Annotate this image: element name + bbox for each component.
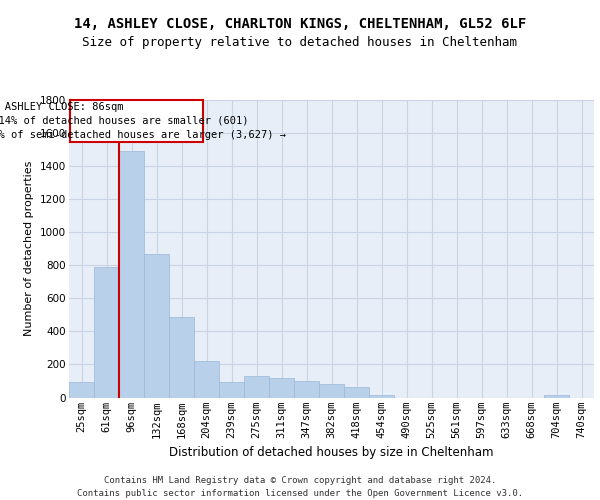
Bar (194, 361, 219, 398)
Text: Size of property relative to detached houses in Cheltenham: Size of property relative to detached ho… (83, 36, 517, 49)
Bar (144, 254, 169, 398)
Bar (94, 267, 119, 398)
Text: 14 ASHLEY CLOSE: 86sqm
← 14% of detached houses are smaller (601)
85% of semi-de: 14 ASHLEY CLOSE: 86sqm ← 14% of detached… (0, 102, 287, 140)
Bar (169, 316, 194, 398)
Bar (544, 394, 569, 398)
FancyBboxPatch shape (70, 100, 203, 141)
Bar (319, 384, 344, 398)
X-axis label: Distribution of detached houses by size in Cheltenham: Distribution of detached houses by size … (169, 446, 494, 459)
Y-axis label: Number of detached properties: Number of detached properties (25, 161, 34, 336)
Bar (294, 381, 319, 398)
Bar (219, 382, 244, 398)
Bar (119, 151, 144, 398)
Bar (344, 387, 369, 398)
Bar (244, 376, 269, 398)
Text: Contains HM Land Registry data © Crown copyright and database right 2024.: Contains HM Land Registry data © Crown c… (104, 476, 496, 485)
Text: Contains public sector information licensed under the Open Government Licence v3: Contains public sector information licen… (77, 489, 523, 498)
Bar (369, 394, 394, 398)
Bar (269, 378, 294, 398)
Bar (69, 382, 94, 398)
Text: 14, ASHLEY CLOSE, CHARLTON KINGS, CHELTENHAM, GL52 6LF: 14, ASHLEY CLOSE, CHARLTON KINGS, CHELTE… (74, 18, 526, 32)
